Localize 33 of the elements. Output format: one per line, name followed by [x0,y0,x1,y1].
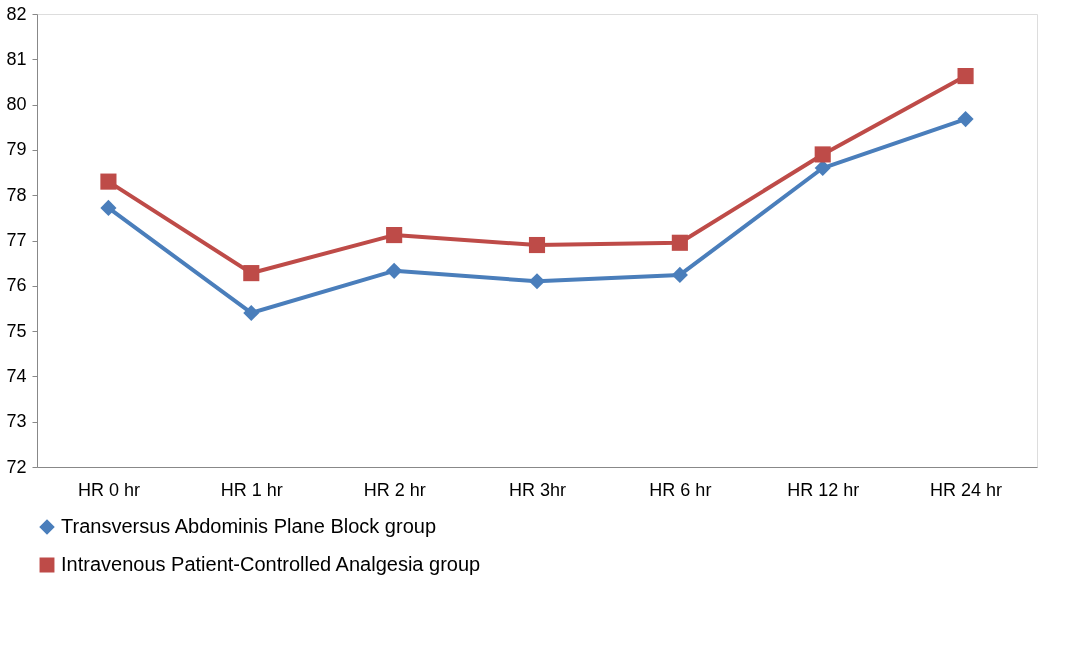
y-tick-label: 73 [6,411,27,432]
point [386,227,403,244]
y-tick-label: 81 [6,48,27,69]
y-tick-label: 79 [6,139,27,160]
x-tick-label: HR 12 hr [787,479,860,500]
y-tick-label: 77 [6,230,27,250]
x-tick-label: HR 24 hr [930,479,1003,500]
point [957,68,974,85]
y-tick-label: 82 [6,3,27,24]
x-tick-label: HR 2 hr [363,479,426,500]
y-tick-label: 78 [6,184,27,205]
point [100,173,117,190]
x-tick-label: HR 0 hr [77,479,140,500]
y-tick-label: 75 [6,320,27,341]
point [671,266,688,283]
x-tick-label: HR 6 hr [649,479,712,500]
legend-label: Intravenous Patient-Controlled Analgesia group [61,553,481,575]
y-tick-label: 74 [6,365,27,386]
point [100,199,117,216]
point [386,262,403,279]
point [528,273,546,290]
y-tick-label: 72 [6,456,27,477]
y-tick-label: 80 [6,94,27,115]
point [814,146,831,163]
x-tick-label: HR 3hr [508,479,567,500]
point [957,111,974,128]
x-tick-label: HR 1 hr [220,479,283,500]
point [243,265,260,282]
y-tick-label: 76 [6,275,27,296]
legend-label: Transversus Abdominis Plane Block group [61,515,436,537]
point [243,304,260,322]
point [528,236,546,254]
point [671,234,688,251]
